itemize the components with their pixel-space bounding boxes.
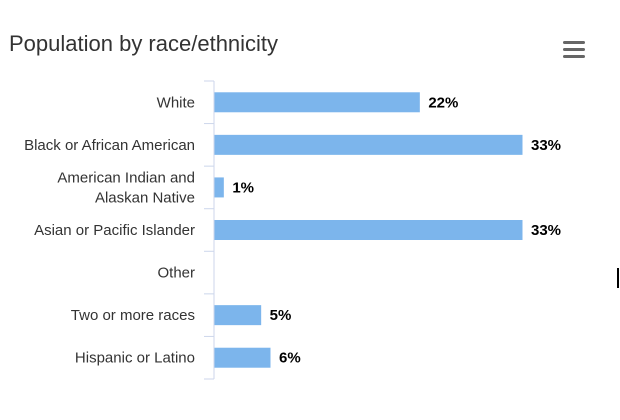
bar[interactable] bbox=[214, 220, 523, 240]
bar[interactable] bbox=[214, 134, 523, 155]
category-label: White bbox=[157, 94, 195, 111]
category-label: Hispanic or Latino bbox=[75, 350, 195, 367]
category-label: Black or African American bbox=[24, 137, 195, 154]
category-label: Two or more races bbox=[71, 307, 195, 324]
data-label: 5% bbox=[270, 307, 292, 324]
data-label: 1% bbox=[232, 179, 254, 196]
data-labels: 22% 33% 1% 33% 5% 6% bbox=[232, 94, 561, 366]
bar[interactable] bbox=[214, 347, 271, 368]
bars bbox=[214, 92, 523, 368]
data-label: 6% bbox=[279, 350, 301, 367]
category-label: Asian or Pacific Islander bbox=[34, 222, 195, 239]
chart-title: Population by race/ethnicity bbox=[9, 31, 279, 56]
bar[interactable] bbox=[214, 92, 420, 113]
hamburger-menu-icon bbox=[563, 55, 585, 58]
y-axis-ticks bbox=[204, 80, 214, 380]
hamburger-menu-icon bbox=[563, 41, 585, 44]
data-label: 33% bbox=[531, 222, 561, 239]
hamburger-menu-icon bbox=[563, 48, 585, 51]
text-cursor bbox=[617, 268, 619, 288]
chart-menu-button[interactable] bbox=[559, 36, 589, 64]
category-label: American Indian and Alaskan Native bbox=[57, 169, 195, 206]
category-labels: White Black or African American American I… bbox=[24, 94, 195, 366]
data-label: 33% bbox=[531, 137, 561, 154]
bar[interactable] bbox=[214, 177, 224, 198]
bar[interactable] bbox=[214, 305, 262, 326]
data-label: 22% bbox=[428, 94, 458, 111]
category-label: Other bbox=[157, 265, 195, 282]
